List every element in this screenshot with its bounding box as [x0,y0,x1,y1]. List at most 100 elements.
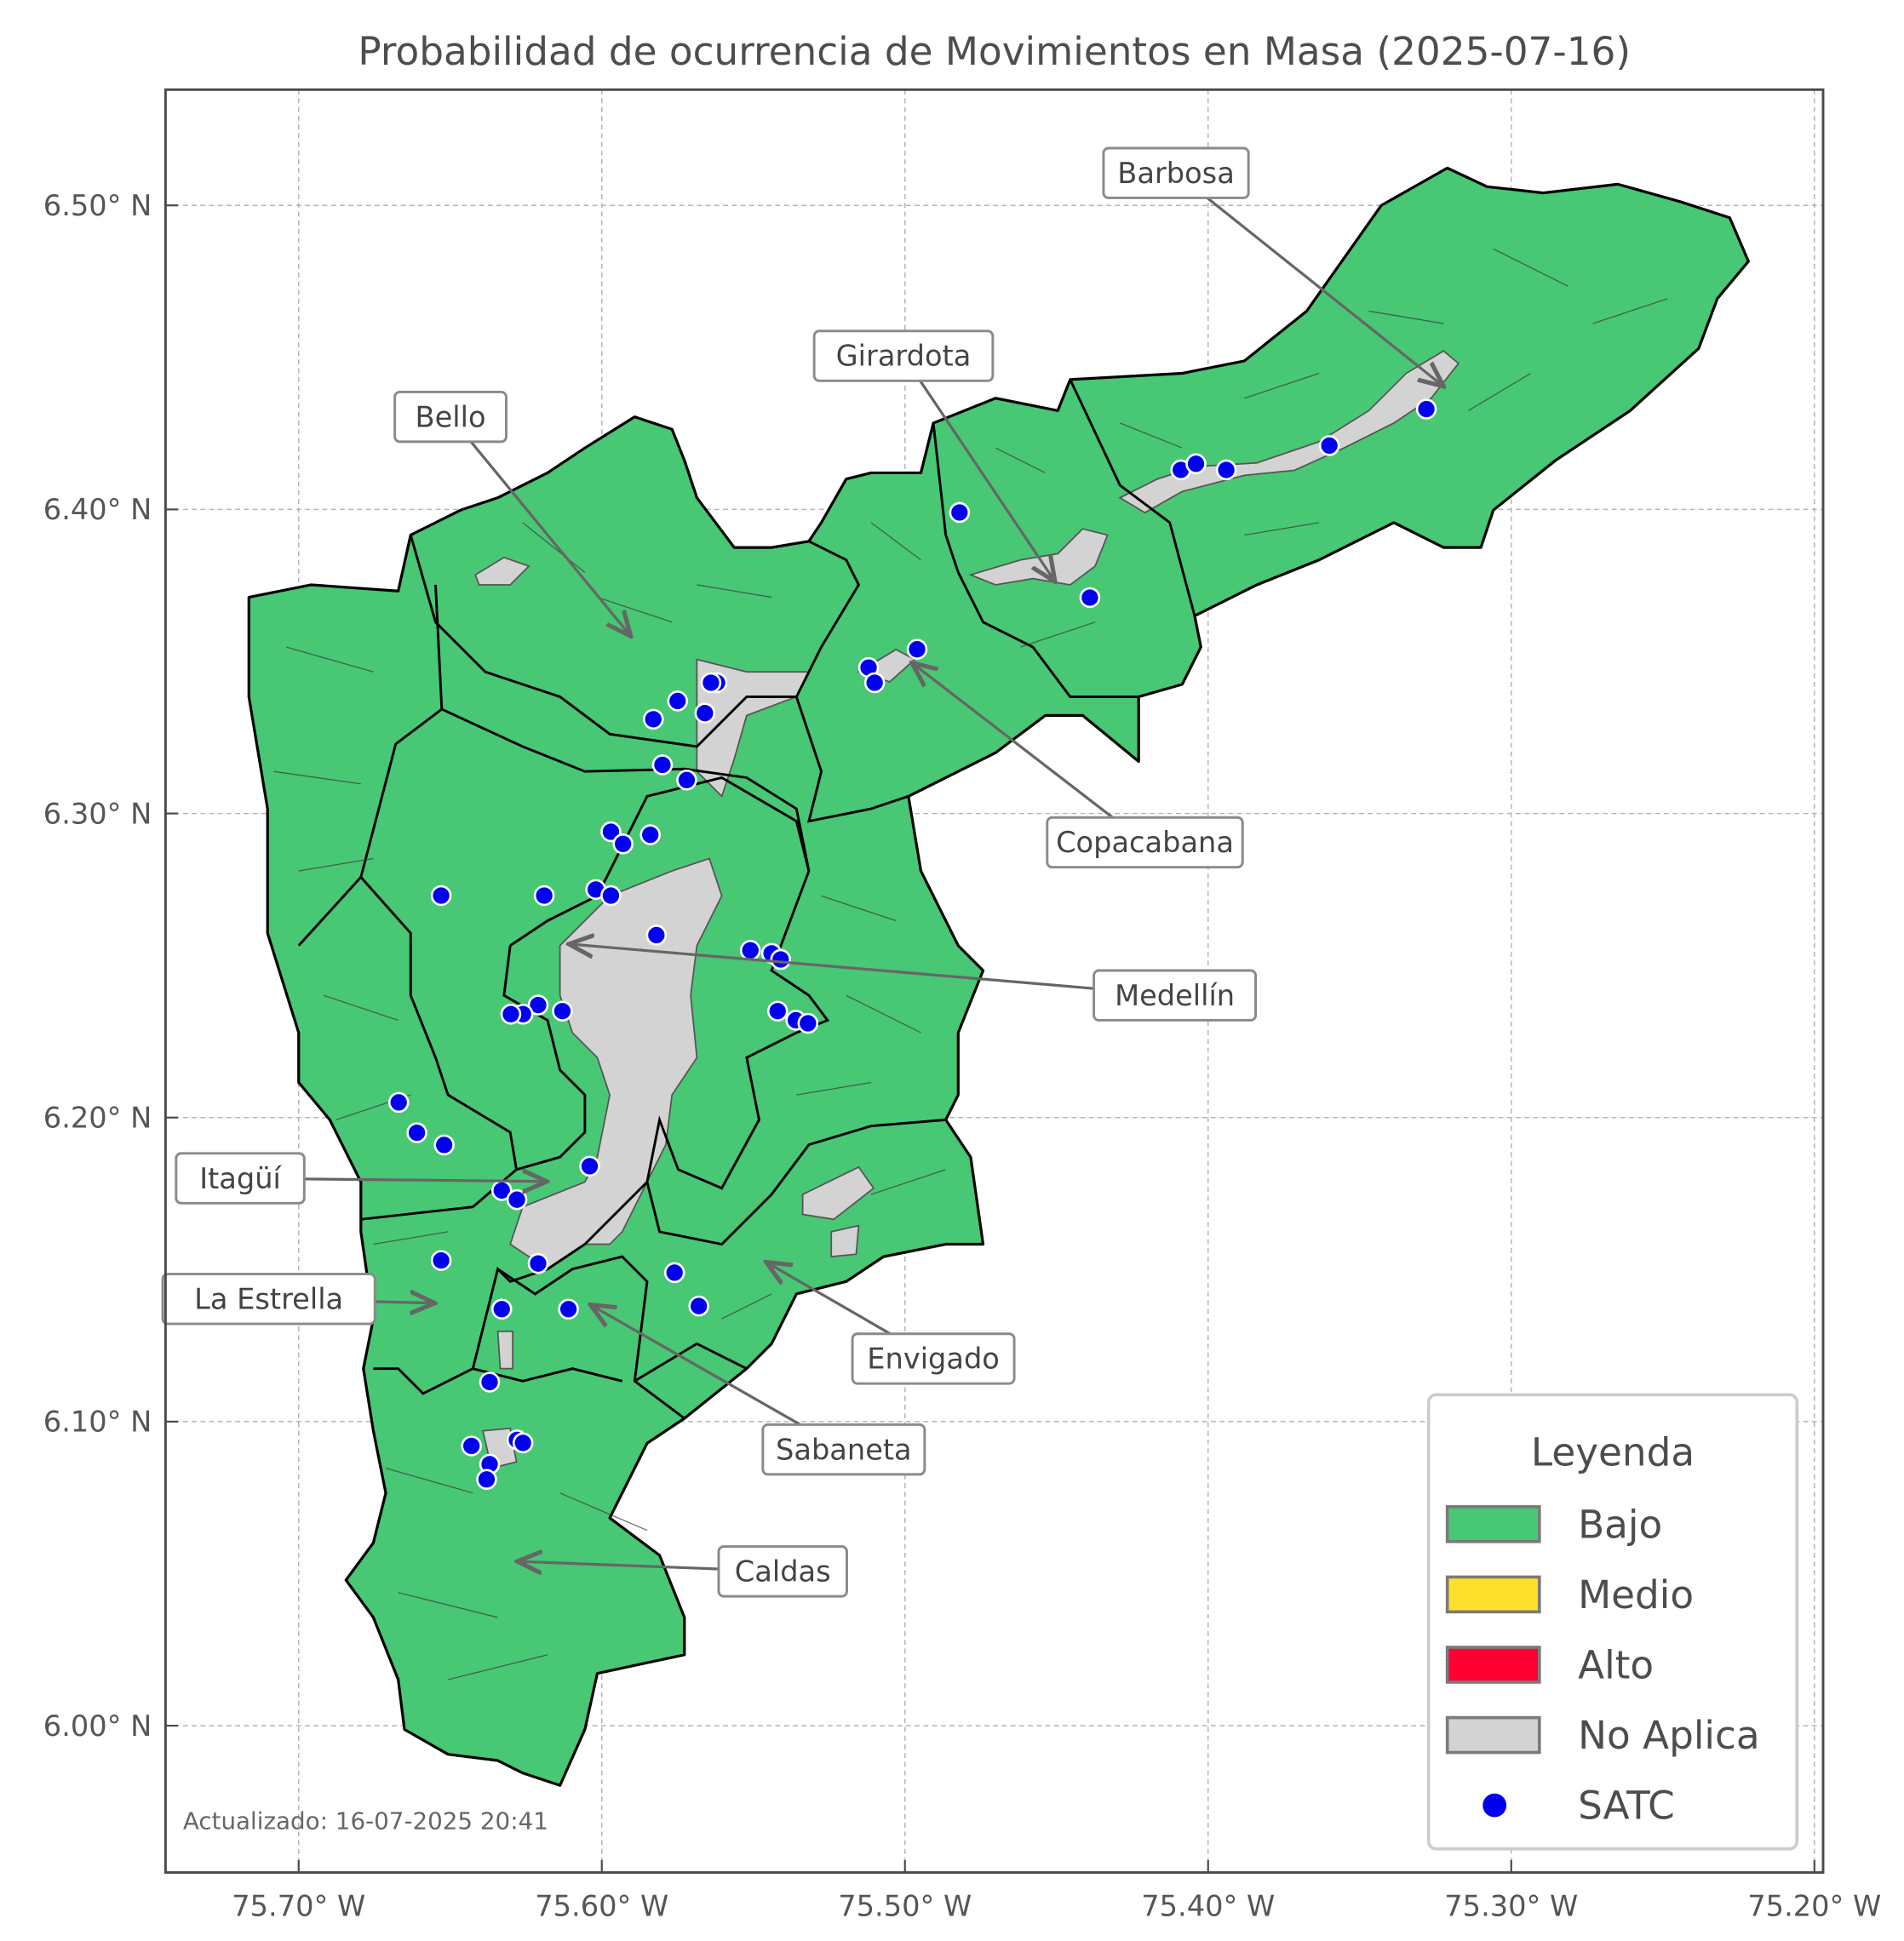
annotation-box [161,1273,376,1325]
annotation-label: Barbosa [1117,157,1234,190]
satc-point [694,702,716,724]
annotation-label: Copacabana [1056,826,1234,859]
plot-frame [163,88,1825,1875]
legend-item-alto: Alto [1445,1643,1654,1688]
annotation-label: Medellín [1115,979,1235,1012]
satc-point [430,1250,452,1271]
municipalities [247,166,1750,1787]
satc-point [1215,459,1237,481]
y-tick-label: 6.50° N [43,189,152,222]
y-tick-label: 6.40° N [43,493,152,526]
satc-point [949,501,971,524]
satc-point [676,770,697,791]
annotation-label: Sabaneta [776,1433,912,1466]
annotation-label: La Estrella [194,1283,343,1316]
urban-area-la-estrella [496,1330,513,1370]
satc-point [639,824,661,845]
x-tick-label: 75.70° W [232,1890,365,1923]
satc-point [663,1262,685,1284]
annotation-box [1046,816,1244,869]
annotation-arrow [914,665,1146,844]
y-tick-label: 6.00° N [43,1709,152,1743]
legend-label: Bajo [1578,1502,1662,1547]
satc-point [387,1091,410,1114]
annotation-label: Bello [416,400,486,433]
annotation-arrow [1175,171,1442,385]
satc-point [527,994,549,1016]
annotation-label: Girardota [836,340,972,373]
annotation-medellín: Medellín [571,944,1258,1022]
annotation-arrow [449,415,629,634]
satc-point [766,1000,789,1022]
legend-item-satc: SATC [1482,1784,1675,1829]
urban-area-envigado-2 [830,1224,860,1258]
legend-item-bajo: Bajo [1445,1502,1662,1547]
legend-item-no-aplica: No Aplica [1445,1713,1760,1758]
x-tick-label: 75.30° W [1444,1890,1578,1923]
satc-point [512,1432,534,1454]
annotation-label: Caldas [735,1555,831,1589]
annotation-arrow [902,355,1053,579]
footnote: Actualizado: 16-07-2025 20:41 [183,1806,548,1835]
satc-point [479,1371,501,1393]
annotation-bello: Bello [393,390,629,634]
satc-point [558,1298,579,1320]
urban-area-bello-north [474,556,530,586]
axis-ticks: 75.70° W 75.60° W 75.50° W 75.40° W 75.30° W… [43,189,1881,1923]
satc-point [433,1134,455,1156]
urban-area-medellin [509,857,723,1270]
legend-swatch [1445,1646,1541,1684]
annotation-box [1102,146,1250,199]
satc-point [645,925,668,946]
legend-marker [1482,1793,1507,1818]
satc-point [490,1298,513,1320]
annotation-caldas: Caldas [520,1545,848,1598]
satc-point [579,1155,600,1177]
map-title: Probabilidad de ocurrencia de Movimiento… [358,29,1631,74]
annotation-box [1093,969,1258,1022]
legend-swatch [1445,1505,1541,1543]
satc-point [770,948,792,970]
satc-point [797,1012,819,1034]
satc-point [739,940,761,961]
annotation-la-estrella: La Estrella [161,1273,432,1325]
satc-point [506,1188,528,1211]
y-tick-label: 6.20° N [43,1101,152,1134]
legend-swatch [1445,1575,1541,1614]
satc-point [600,885,622,907]
x-tick-label: 75.60° W [535,1890,668,1923]
satc-point [1079,587,1101,609]
no-aplica-areas [474,350,1460,1469]
x-tick-label: 75.40° W [1141,1890,1275,1923]
satc-point [476,1469,497,1491]
satc-points [387,398,1437,1491]
annotation-envigado: Envigado [769,1263,1016,1385]
satc-point [600,821,622,843]
x-tick-label: 75.20° W [1747,1890,1881,1923]
x-tick-label: 75.50° W [838,1890,972,1923]
satc-point [430,885,452,907]
satc-point [1185,453,1207,475]
satc-point [461,1435,482,1457]
municipal-borders [297,379,1196,1420]
municipality-annotations: Barbosa Girardota Bello Copacabana Medellín I… [161,146,1442,1598]
annotation-label: Itagüí [199,1162,282,1195]
satc-point [406,1122,427,1143]
legend-title: Leyenda [1531,1430,1695,1475]
y-tick-label: 6.30° N [43,797,152,830]
annotation-copacabana: Copacabana [914,665,1244,869]
annotation-box [717,1545,848,1598]
satc-point [552,1000,573,1022]
legend: Leyenda Bajo Medio Alto No Aplica SATC [1426,1393,1799,1851]
satc-point [667,690,689,712]
satc-point [700,672,722,694]
annotation-box [175,1152,306,1205]
legend-label: No Aplica [1578,1713,1760,1758]
legend-item-medio: Medio [1445,1572,1694,1618]
annotation-sabaneta: Sabaneta [593,1306,926,1476]
satc-point [533,885,555,907]
annotation-box [812,329,995,382]
satc-point [500,1004,522,1025]
annotation-box [393,390,508,444]
